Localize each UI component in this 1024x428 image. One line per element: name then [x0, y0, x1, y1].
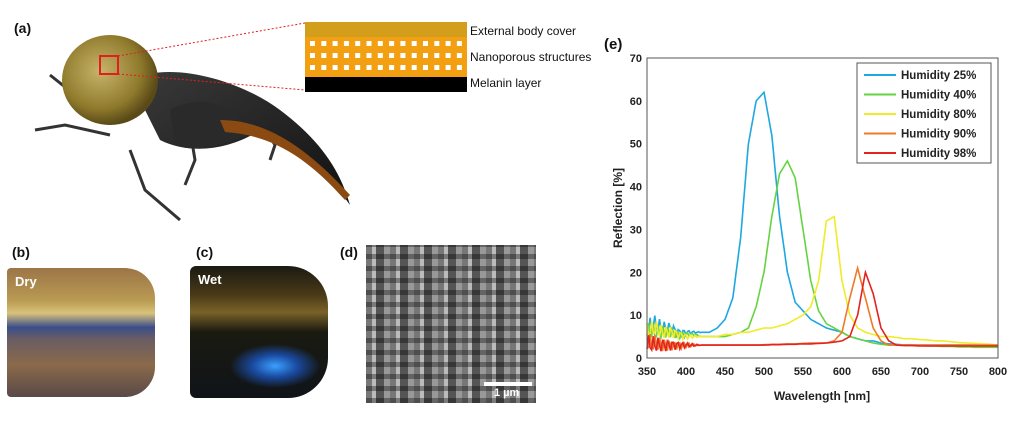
pore [423, 53, 428, 58]
pore [355, 53, 361, 58]
pore [366, 41, 372, 46]
x-tick-label: 600 [833, 366, 851, 378]
dry-tag: Dry [15, 274, 37, 289]
pore [332, 41, 338, 46]
wet-elytra-photo: Wet [190, 266, 328, 398]
panel-d-label: (d) [340, 244, 358, 260]
pore [366, 53, 372, 58]
panel-a-label: (a) [14, 20, 32, 36]
pore [310, 41, 315, 46]
pore [445, 41, 451, 46]
external-cover-layer [305, 22, 467, 37]
pore [310, 65, 315, 70]
legend-label: Humidity 25% [901, 70, 976, 82]
y-axis-label: Reflection [%] [611, 168, 625, 248]
pore [377, 65, 383, 70]
series-line-80 [646, 215, 999, 346]
pore [411, 65, 417, 70]
pore [411, 41, 417, 46]
y-tick-label: 30 [630, 224, 642, 236]
legend: Humidity 25% Humidity 40% Humidity 80% Humi… [856, 62, 992, 164]
y-tick-label: 0 [636, 353, 642, 365]
pore [400, 41, 406, 46]
pore [423, 41, 428, 46]
pore [434, 41, 440, 46]
x-tick-label: 550 [794, 366, 812, 378]
pore [310, 53, 315, 58]
highlight-box [99, 55, 119, 75]
plot-frame [646, 57, 999, 359]
pore [321, 53, 327, 58]
scale-bar [484, 382, 532, 386]
pore [343, 41, 349, 46]
y-tick-label: 50 [630, 139, 642, 151]
sem-image: 1 µm [366, 245, 536, 403]
x-tick-label: 500 [755, 366, 773, 378]
pore [411, 53, 417, 58]
x-tick-label: 800 [989, 366, 1007, 378]
y-tick-label: 20 [630, 267, 642, 279]
pore [400, 65, 406, 70]
x-tick-label: 350 [638, 366, 656, 378]
layer-diagram [305, 22, 467, 92]
pore [400, 53, 406, 58]
pore [321, 41, 327, 46]
pore [445, 65, 451, 70]
pore [434, 65, 440, 70]
pore [332, 53, 338, 58]
x-axis-label: Wavelength [nm] [774, 389, 870, 403]
series-line-98 [646, 269, 998, 353]
nanoporous-label: Nanoporous structures [470, 50, 592, 64]
panel-e-label: (e) [604, 36, 623, 53]
scale-bar-label: 1 µm [494, 387, 520, 399]
beetle-elytra [62, 35, 158, 125]
pore [389, 53, 395, 58]
legend-label: Humidity 90% [901, 129, 976, 141]
x-tick-label: 750 [950, 366, 968, 378]
pore [321, 65, 327, 70]
pore [456, 53, 462, 58]
series-line-90 [646, 264, 999, 352]
nanoporous-layer [305, 37, 467, 77]
external-cover-label: External body cover [470, 24, 577, 38]
beetle-image [34, 22, 350, 222]
pore [377, 41, 383, 46]
x-tick-label: 400 [677, 366, 695, 378]
pore [332, 65, 338, 70]
melanin-layer [305, 77, 467, 92]
pore [445, 53, 451, 58]
pore [366, 65, 372, 70]
pore [434, 53, 440, 58]
y-tick-label: 10 [630, 310, 642, 322]
pore [389, 65, 395, 70]
pore [389, 41, 395, 46]
x-tick-label: 700 [911, 366, 929, 378]
y-tick-label: 60 [630, 96, 642, 108]
wet-tag: Wet [198, 272, 222, 287]
dry-elytra-photo: Dry [7, 268, 155, 397]
pore [343, 53, 349, 58]
pore [423, 65, 428, 70]
y-tick-label: 40 [630, 182, 642, 194]
panel-b-label: (b) [12, 244, 30, 260]
pore [377, 53, 383, 58]
legend-label: Humidity 40% [901, 90, 976, 102]
legend-label: Humidity 98% [901, 148, 976, 160]
pore [355, 65, 361, 70]
melanin-label: Melanin layer [470, 76, 542, 90]
x-tick-label: 650 [872, 366, 890, 378]
pore [456, 41, 462, 46]
pore [355, 41, 361, 46]
panel-c-label: (c) [196, 244, 214, 260]
legend-label: Humidity 80% [901, 109, 976, 121]
pore [343, 65, 349, 70]
x-tick-label: 450 [716, 366, 734, 378]
pore [456, 65, 462, 70]
y-tick-label: 70 [630, 53, 642, 65]
